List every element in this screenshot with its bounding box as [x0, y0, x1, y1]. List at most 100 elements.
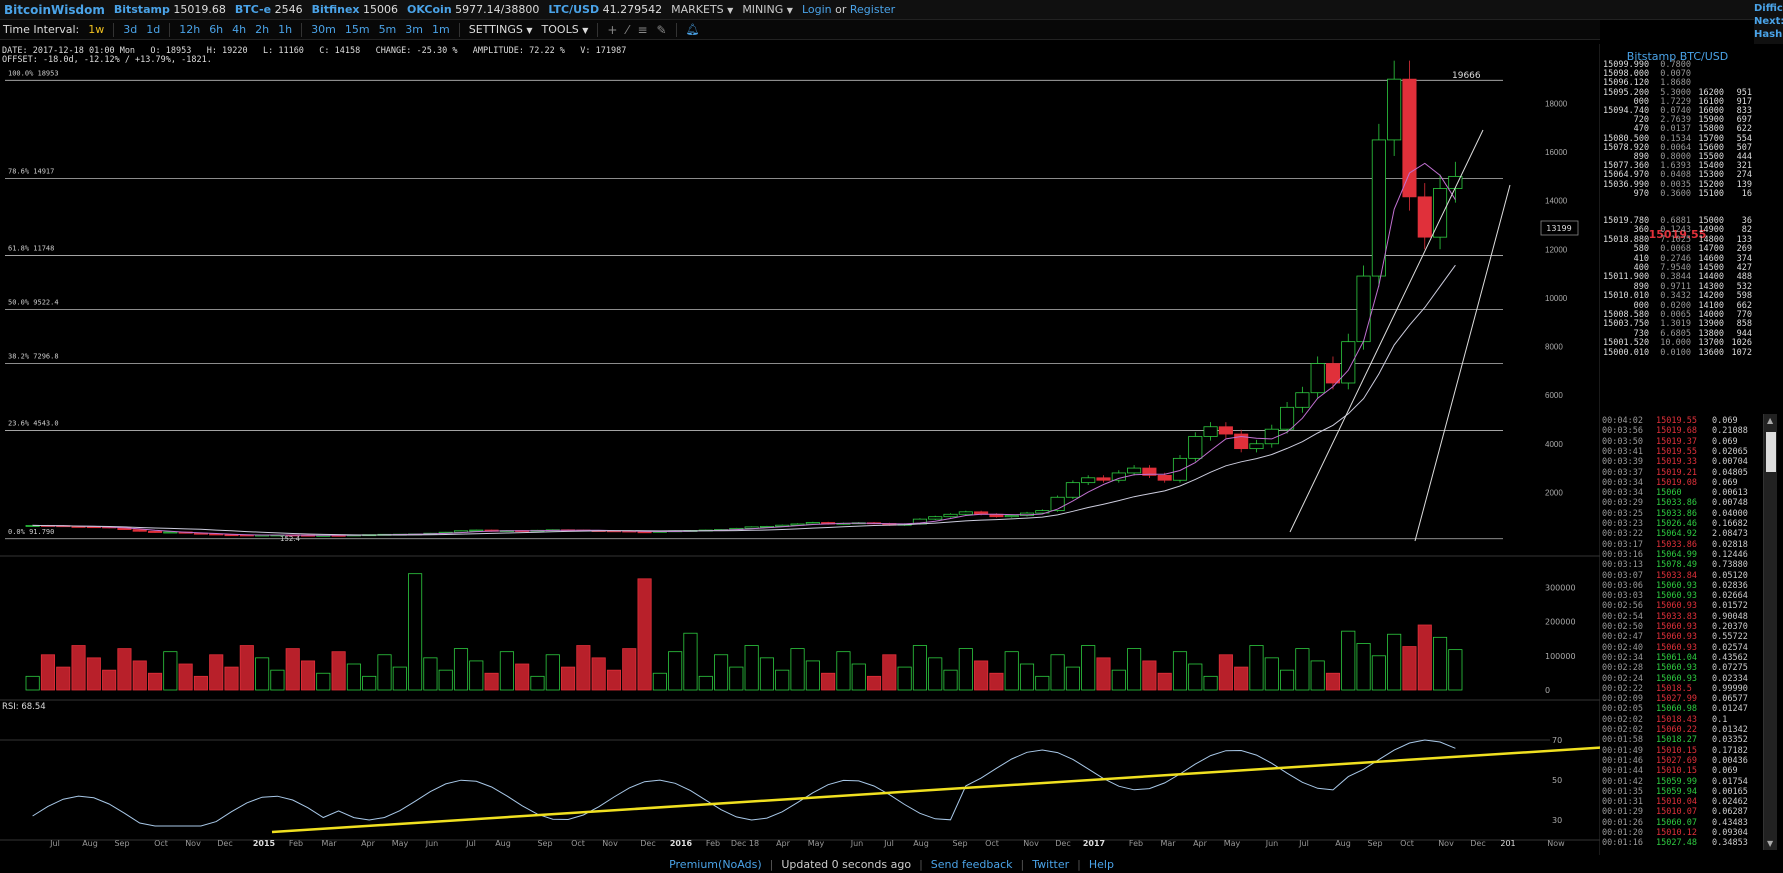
orderbook-cell: 410: [1633, 253, 1649, 264]
difficulty-panel-cut[interactable]: Diffic Next: Hash: [1754, 0, 1783, 44]
volume-bar: [423, 657, 438, 691]
mining-menu[interactable]: MINING ▼: [742, 3, 793, 16]
interval-1m[interactable]: 1m: [432, 23, 450, 36]
orderbook-cell: 15000: [1698, 216, 1724, 226]
orderbook-row[interactable]: 15000.010 0.0100 13600 1072: [1600, 348, 1755, 358]
tools-menu[interactable]: TOOLS ▼: [541, 23, 589, 36]
orderbook-row[interactable]: 15036.990 0.0035 15200 139: [1600, 180, 1755, 190]
brand-logo[interactable]: BitcoinWisdom: [4, 2, 105, 17]
trade-row: 00:02:22 15018.5 0.99990: [1600, 684, 1755, 694]
bell-icon[interactable]: 🔔︎: [685, 23, 700, 36]
trade-cell: 15060.93: [1656, 663, 1697, 674]
twitter-link[interactable]: Twitter: [1032, 857, 1070, 871]
market-okcoin[interactable]: OKCoin 5977.14/38800: [407, 3, 540, 16]
interval-4h[interactable]: 4h: [232, 23, 247, 36]
orderbook-row[interactable]: 15019.780 0.6881 15000 36: [1600, 216, 1755, 226]
markets-menu[interactable]: MARKETS ▼: [671, 3, 734, 16]
trendline-icon[interactable]: ⁄: [626, 22, 629, 37]
trade-row: 00:01:20 15010.12 0.09304: [1600, 828, 1755, 838]
orderbook-row[interactable]: 970 0.3600 15100 16: [1600, 189, 1755, 199]
orderbook-row[interactable]: 580 0.0068 14700 269: [1600, 244, 1755, 254]
orderbook-row[interactable]: 15099.990 0.7800: [1600, 60, 1755, 70]
orderbook-row[interactable]: 15078.920 0.0064 15600 507: [1600, 143, 1755, 153]
trade-row: 00:02:54 15033.83 0.90048: [1600, 612, 1755, 622]
orderbook-row[interactable]: 000 0.0200 14100 662: [1600, 301, 1755, 311]
feedback-link[interactable]: Send feedback: [930, 857, 1013, 871]
rsi-tick-label: 70: [1552, 736, 1562, 745]
market-bitfinex[interactable]: Bitfinex 15006: [311, 3, 399, 16]
volume-bar: [346, 663, 361, 691]
interval-5m[interactable]: 5m: [378, 23, 397, 36]
interval-1h[interactable]: 1h: [278, 23, 293, 36]
ma-line-long: [32, 264, 1456, 536]
interval-3d[interactable]: 3d: [123, 23, 138, 36]
orderbook-cell: 15094.740: [1603, 106, 1650, 116]
premium-link[interactable]: Premium(NoAds): [669, 857, 762, 871]
orderbook-row[interactable]: 15098.000 0.0070: [1600, 69, 1755, 79]
interval-12h[interactable]: 12h: [179, 23, 201, 36]
interval-3m[interactable]: 3m: [405, 23, 423, 36]
orderbook-title[interactable]: Bitstamp BTC/USD: [1626, 50, 1729, 63]
fib-level-label: 100.0% 18953: [8, 69, 59, 77]
orderbook-row[interactable]: 15095.200 5.3000 16200 951: [1600, 88, 1755, 98]
trade-history[interactable]: 00:04:02 15019.55 0.069 00:03:56 15019.68 0.2…: [1600, 414, 1755, 850]
interval-6h[interactable]: 6h: [209, 23, 224, 36]
market-bitstamp[interactable]: Bitstamp 15019.68: [113, 3, 226, 16]
crosshair-icon[interactable]: +: [607, 22, 618, 37]
market-ltcusd[interactable]: LTC/USD 41.279542: [548, 3, 663, 16]
orderbook-row[interactable]: 720 2.7639 15900 697: [1600, 115, 1755, 125]
interval-30m[interactable]: 30m: [311, 23, 336, 36]
market-btce[interactable]: BTC-e 2546: [234, 3, 303, 16]
orderbook-row[interactable]: 15064.970 0.0408 15300 274: [1600, 170, 1755, 180]
price-tick-label: 2000: [1545, 488, 1563, 497]
orderbook-cell: 15064.970: [1603, 170, 1650, 181]
orderbook-row[interactable]: 730 6.6805 13800 944: [1600, 329, 1755, 339]
orderbook-row[interactable]: 890 0.8000 15500 444: [1600, 152, 1755, 162]
volume-bar: [1310, 660, 1325, 691]
orderbook-row[interactable]: 15094.740 0.0740 16000 833: [1600, 106, 1755, 116]
trades-scrollbar[interactable]: ▲ ▼: [1763, 414, 1777, 850]
orderbook-row[interactable]: 15001.520 10.000 13700 1026: [1600, 338, 1755, 348]
orderbook-row[interactable]: 15003.750 1.3019 13900 858: [1600, 319, 1755, 329]
orderbook-row[interactable]: 410 0.2746 14600 374: [1600, 254, 1755, 264]
orderbook-row[interactable]: 15018.880 7.1025 14800 133: [1600, 235, 1755, 245]
orderbook-cell: 427: [1736, 263, 1752, 273]
orderbook-row[interactable]: 360 0.1243 14900 82: [1600, 225, 1755, 235]
separator: |: [1077, 857, 1081, 871]
offset-line: OFFSET: -18.0d, -12.12% / +13.79%, -1821…: [2, 55, 212, 65]
price-chart[interactable]: 100.0% 18953 78.6% 14917 61.8% 11748 50.0% …: [0, 0, 1600, 855]
help-link[interactable]: Help: [1088, 857, 1114, 871]
orderbook-row[interactable]: 470 0.0137 15800 622: [1600, 124, 1755, 134]
orderbook-row[interactable]: 15008.580 0.0065 14000 770: [1600, 310, 1755, 320]
ohlc-info: DATE: 2017-12-18 01:00 Mon O: 18953 H: 1…: [2, 47, 626, 65]
volume-bar: [438, 669, 453, 691]
scroll-down-icon[interactable]: ▼: [1767, 839, 1774, 848]
interval-1d[interactable]: 1d: [146, 23, 161, 36]
volume-bar: [561, 666, 576, 691]
login-link[interactable]: Login: [801, 3, 832, 16]
trade-cell: 00:01:49: [1602, 745, 1643, 756]
interval-1w[interactable]: 1w: [88, 23, 105, 36]
register-link[interactable]: Register: [849, 3, 896, 16]
settings-menu[interactable]: SETTINGS ▼: [468, 23, 533, 36]
orderbook-row[interactable]: 400 7.9540 14500 427: [1600, 263, 1755, 273]
fib-lines-icon[interactable]: ≡: [637, 22, 648, 37]
orderbook-cell: 1.3019: [1660, 319, 1691, 330]
fib-level-label: 61.8% 11748: [8, 244, 54, 252]
orderbook-cell: 1.7229: [1660, 96, 1691, 107]
scroll-up-icon[interactable]: ▲: [1767, 416, 1774, 425]
peak-price-label: 19666: [1452, 71, 1481, 81]
orderbook-row[interactable]: 15080.500 0.1534 15700 554: [1600, 134, 1755, 144]
orderbook-row[interactable]: 15010.010 0.3432 14200 598: [1600, 291, 1755, 301]
interval-2h[interactable]: 2h: [255, 23, 270, 36]
orderbook-row[interactable]: 15096.120 1.8680: [1600, 78, 1755, 88]
orderbook-row[interactable]: 15077.360 1.6393 15400 321: [1600, 161, 1755, 171]
orderbook-cell: 269: [1736, 244, 1752, 255]
scroll-thumb[interactable]: [1766, 432, 1776, 472]
orderbook-row[interactable]: 15011.900 0.3844 14400 488: [1600, 272, 1755, 282]
orderbook-row[interactable]: 000 1.7229 16100 917: [1600, 97, 1755, 107]
draw-pen-icon[interactable]: ✎: [656, 22, 667, 37]
orderbook-row[interactable]: 890 0.9711 14300 532: [1600, 282, 1755, 292]
interval-15m[interactable]: 15m: [344, 23, 370, 36]
time-axis-label: Aug: [913, 839, 929, 848]
